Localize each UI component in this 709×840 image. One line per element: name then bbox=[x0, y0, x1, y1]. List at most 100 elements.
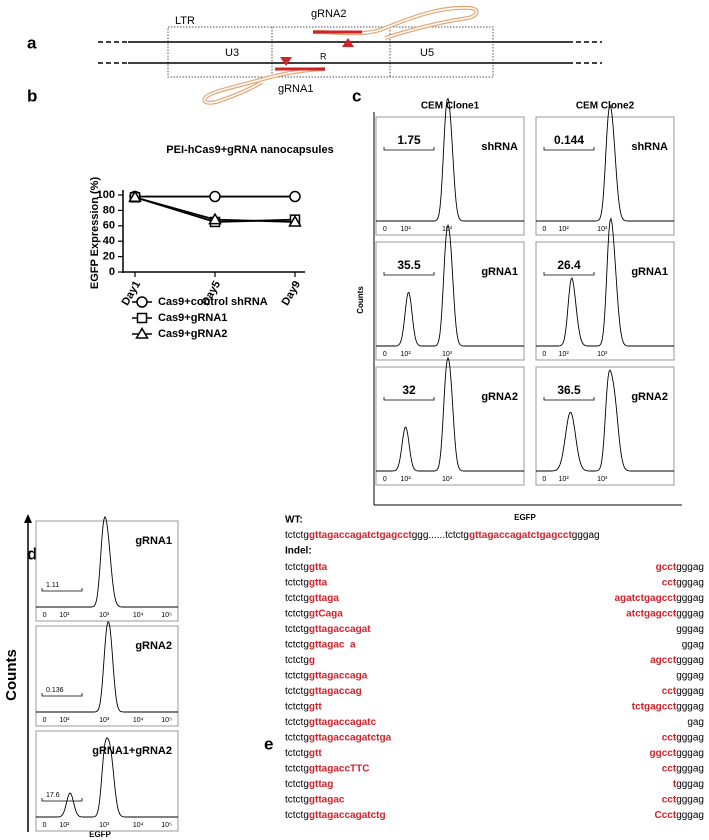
gate-value: 17.6 bbox=[46, 792, 60, 799]
sequence-part: agatctgagcct bbox=[615, 593, 677, 604]
indel-left: tctctggtCaga bbox=[285, 608, 343, 619]
histogram bbox=[536, 217, 674, 347]
sequence-part: tctctg bbox=[285, 655, 309, 666]
indel-right: ggag bbox=[682, 639, 704, 650]
gate-value: 1.75 bbox=[397, 133, 421, 147]
marker bbox=[289, 190, 301, 203]
sequence-part: gggag bbox=[676, 562, 704, 573]
axis-arrow bbox=[24, 514, 32, 523]
indel-left: tctctggtt bbox=[285, 701, 322, 712]
x-tick-label: 10⁵ bbox=[161, 612, 172, 619]
sequence-part: gggag bbox=[676, 686, 704, 697]
column-title: CEM Clone2 bbox=[576, 101, 635, 112]
sequence-part: tctctg bbox=[285, 717, 309, 728]
x-tick-label: 10² bbox=[559, 476, 570, 483]
sequence-part: tctctg bbox=[285, 794, 309, 805]
indel-right: cctgggag bbox=[662, 577, 704, 588]
grna-label: gRNA2 bbox=[311, 8, 346, 20]
gate-value: 26.4 bbox=[557, 258, 581, 272]
x-tick-label: 10³ bbox=[597, 226, 608, 233]
sequence-part: tctctg bbox=[285, 608, 309, 619]
x-tick-label: 0 bbox=[43, 717, 47, 724]
sequence-part: gttagaccagatctg bbox=[309, 810, 386, 821]
indel-right: gggag bbox=[676, 670, 704, 681]
histogram bbox=[36, 737, 178, 818]
line-chart: PEI-hCas9+gRNA nanocapsules EGFP Express… bbox=[89, 144, 334, 289]
x-axis-label: EGFP bbox=[89, 830, 111, 839]
grna-scaffold bbox=[312, 7, 478, 39]
sample-label: shRNA bbox=[481, 141, 518, 153]
indel-left: tctctggttagaccagatc bbox=[285, 717, 377, 728]
chart-title: PEI-hCas9+gRNA nanocapsules bbox=[166, 144, 333, 156]
sequence-part: Ccct bbox=[655, 810, 677, 821]
y-tick-label: 40 bbox=[103, 235, 115, 247]
indel-left: tctctggtt bbox=[285, 748, 322, 759]
sequence-part: tctctg bbox=[285, 577, 309, 588]
marker bbox=[135, 327, 149, 339]
indel-right: cctgggag bbox=[662, 686, 704, 697]
sequence-part: gttagaccag bbox=[309, 686, 362, 697]
y-axis-label: EGFP Expression (%) bbox=[89, 177, 101, 290]
x-tick-label: 10² bbox=[401, 226, 412, 233]
indel-right: tgggag bbox=[673, 779, 704, 790]
sequence-part: tctctg bbox=[285, 748, 309, 759]
x-tick-label: 0 bbox=[43, 822, 47, 829]
histogram bbox=[376, 223, 524, 347]
panel-label: a bbox=[27, 33, 37, 52]
gate-value: 1.11 bbox=[46, 582, 59, 589]
region-label: LTR bbox=[175, 15, 195, 27]
indel-right: cctgggag bbox=[662, 763, 704, 774]
sequence-part: gggag bbox=[676, 810, 704, 821]
y-tick-label: 80 bbox=[103, 204, 115, 216]
marker bbox=[208, 212, 222, 225]
sequence-part: gttagac bbox=[309, 794, 345, 805]
ltr-diagram: LTR U3 R U5 gRNA2 gRNA1 bbox=[98, 5, 602, 105]
sequence-part: tctctg bbox=[285, 810, 309, 821]
sequence-part: cct bbox=[662, 732, 677, 743]
indel-left: tctctggtta bbox=[285, 562, 328, 573]
sequence-part: gtCaga bbox=[309, 608, 343, 619]
x-tick-label: 10² bbox=[59, 822, 70, 829]
histogram-panel bbox=[35, 730, 179, 832]
indel-right: cctgggag bbox=[662, 794, 704, 805]
sequence-part: tctctg bbox=[285, 530, 309, 541]
sequence-part: tctctg bbox=[285, 779, 309, 790]
sequence-part: gttag bbox=[309, 779, 333, 790]
sequence-part: gttagaccTTC bbox=[309, 763, 370, 774]
sequence-part: cct bbox=[662, 686, 677, 697]
legend-label: Cas9+gRNA1 bbox=[158, 312, 227, 324]
sequence-part: tctctg bbox=[285, 670, 309, 681]
sample-label: gRNA1 bbox=[481, 266, 518, 278]
gate bbox=[383, 272, 435, 276]
sequence-part: gtta bbox=[309, 562, 328, 573]
x-tick-label: 10³ bbox=[442, 476, 453, 483]
marker bbox=[136, 296, 148, 308]
y-tick-label: 20 bbox=[103, 251, 115, 263]
sequence-part: tctctg bbox=[285, 639, 309, 650]
x-tick-label: 10³ bbox=[442, 226, 453, 233]
x-tick-label: 10² bbox=[559, 351, 570, 358]
x-tick-label: 0 bbox=[383, 351, 387, 358]
x-tick-label: Day9 bbox=[280, 279, 304, 308]
sequence-part: gggag bbox=[676, 655, 704, 666]
x-tick-label: 0 bbox=[383, 476, 387, 483]
gate-value: 35.5 bbox=[397, 258, 421, 272]
sequence-part: t bbox=[673, 779, 677, 790]
sample-label: gRNA2 bbox=[481, 391, 518, 403]
indel-right: Ccctgggag bbox=[655, 810, 705, 821]
panel-label: d bbox=[27, 544, 37, 563]
histogram bbox=[36, 515, 178, 608]
sample-label: gRNA2 bbox=[135, 640, 172, 652]
indel-left: tctctggttagaccagatctg bbox=[285, 810, 386, 821]
indel-left: tctctgg bbox=[285, 655, 315, 666]
sequence-part: tctctg bbox=[285, 624, 309, 635]
sequence-part: cct bbox=[662, 794, 677, 805]
sequence-part: tctctg bbox=[285, 763, 309, 774]
histogram-panel bbox=[35, 520, 179, 622]
region-label: U5 bbox=[420, 47, 434, 59]
sequence-part: ggag bbox=[682, 639, 704, 650]
sequence-part: ggcct bbox=[650, 748, 677, 759]
x-tick-label: 10² bbox=[59, 717, 70, 724]
